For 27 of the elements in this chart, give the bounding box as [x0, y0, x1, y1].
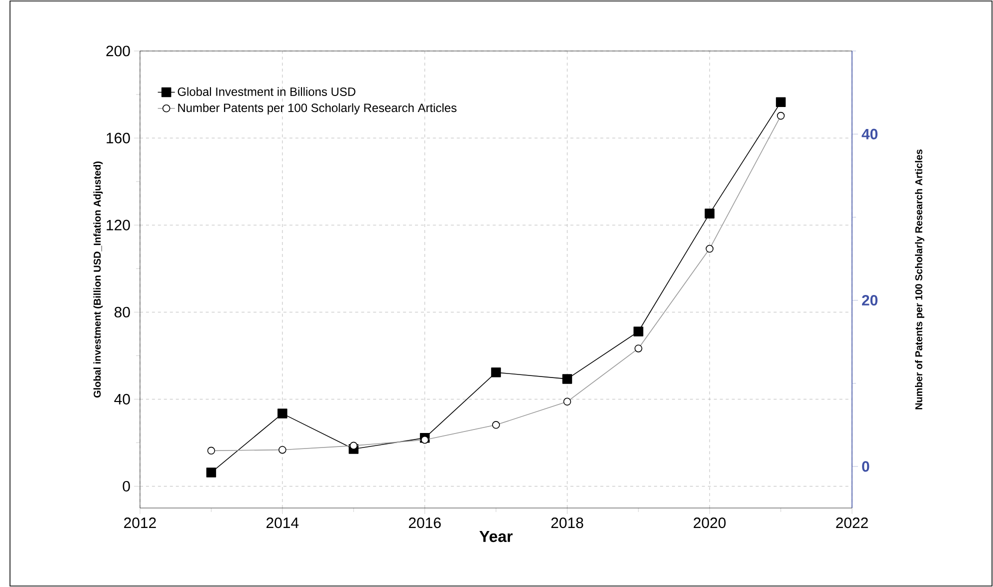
x-tick-label: 2016 [408, 518, 441, 528]
y2-tick-label: 40 [862, 128, 878, 140]
y2-tick-label: 20 [862, 294, 878, 306]
x-axis-title: Year [479, 530, 513, 542]
y-tick-label: 0 [122, 480, 130, 492]
y-tick-label: 120 [106, 220, 130, 230]
point [206, 468, 216, 478]
legend-label: Global Investment in Billions USD [178, 87, 356, 96]
legend-label: Number Patents per 100 Scholarly Research Articles [178, 103, 456, 114]
point [634, 326, 644, 336]
y-tick-label: 160 [106, 132, 130, 144]
x-tick-label: 2014 [266, 518, 299, 528]
point [776, 97, 786, 108]
y-tick-label: 80 [114, 306, 130, 318]
y-tick-label: 200 [106, 46, 130, 56]
x-tick-label: 2012 [124, 518, 156, 528]
x-tick-label: 2020 [694, 518, 726, 528]
x-tick-label: 2018 [551, 518, 584, 528]
point [704, 208, 714, 218]
x-tick-label: 2022 [836, 518, 868, 528]
y-axis-title: Global investment (Billion USD_Infation Adjusted) [93, 162, 103, 398]
point [491, 368, 501, 378]
y2-tick-label: 0 [862, 461, 870, 472]
y-tick-label: 40 [114, 394, 130, 404]
y2-axis-title: Number of Patents per 100 Scholarly Research Articles [914, 150, 924, 410]
point [562, 374, 572, 384]
point [278, 408, 288, 418]
